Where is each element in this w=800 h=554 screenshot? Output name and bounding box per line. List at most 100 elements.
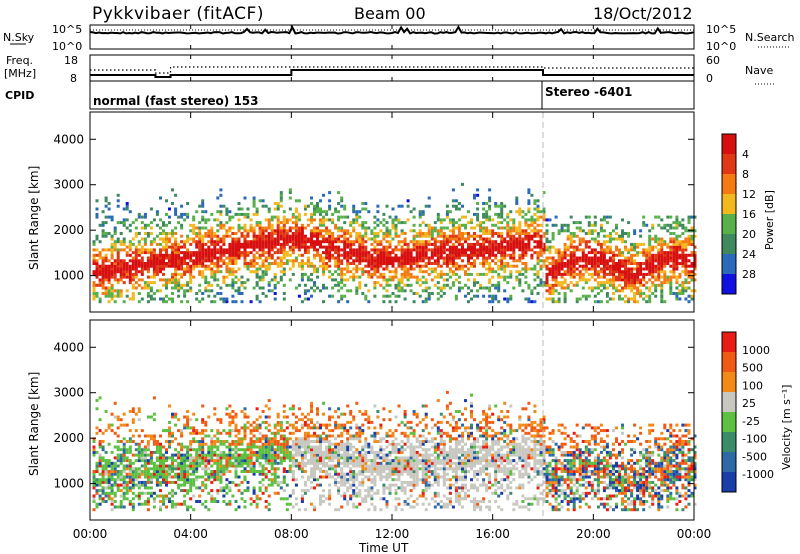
heatmap-cell [110, 486, 114, 490]
heatmap-cell [261, 251, 265, 255]
heatmap-cell [297, 442, 301, 446]
heatmap-cell [672, 240, 676, 244]
heatmap-cell [107, 478, 111, 482]
heatmap-cell [159, 248, 162, 252]
heatmap-cell [267, 240, 271, 244]
heatmap-cell [500, 251, 504, 255]
heatmap-cell [451, 270, 455, 274]
heatmap-cell [340, 196, 344, 200]
heatmap-cell [373, 251, 377, 255]
heatmap-cell [533, 300, 537, 304]
heatmap-cell [222, 248, 226, 252]
heatmap-cell [551, 297, 555, 301]
heatmap-cell [430, 270, 434, 274]
heatmap-cell [300, 267, 304, 271]
heatmap-cell [648, 248, 652, 252]
heatmap-cell [149, 221, 153, 225]
heatmap-cell [325, 248, 329, 252]
heatmap-cell [101, 286, 105, 290]
heatmap-cell [415, 253, 419, 257]
heatmap-cell [285, 251, 289, 255]
heatmap-cell [255, 245, 259, 249]
heatmap-cell [310, 278, 313, 282]
heatmap-cell [593, 223, 597, 227]
heatmap-cell [306, 478, 310, 482]
heatmap-cell [687, 300, 691, 304]
heatmap-cell [663, 270, 667, 274]
heatmap-cell [439, 275, 443, 279]
heatmap-cell [273, 259, 277, 263]
heatmap-cell [539, 210, 543, 214]
heatmap-cell [276, 450, 280, 454]
heatmap-cell [237, 286, 241, 290]
heatmap-cell [596, 242, 600, 246]
heatmap-cell [210, 248, 214, 252]
heatmap-cell [255, 470, 259, 473]
heatmap-cell [110, 502, 114, 506]
heatmap-cell [400, 248, 404, 252]
heatmap-cell [409, 240, 413, 244]
heatmap-cell [128, 461, 132, 465]
heatmap-cell [439, 264, 443, 268]
heatmap-cell [276, 412, 280, 416]
heatmap-cell [415, 248, 419, 252]
heatmap-cell [180, 502, 184, 506]
heatmap-cell [240, 207, 244, 211]
heatmap-cell [322, 272, 325, 276]
heatmap-cell [273, 491, 277, 495]
heatmap-cell [267, 459, 271, 463]
heatmap-cell [134, 264, 138, 268]
heatmap-cell [651, 248, 655, 252]
heatmap-cell [300, 223, 304, 227]
heatmap-cell [506, 215, 510, 219]
heatmap-cell [258, 464, 262, 468]
heatmap-cell [234, 300, 238, 304]
heatmap-cell [240, 242, 244, 246]
heatmap-cell [95, 467, 99, 471]
heatmap-cell [119, 292, 123, 295]
heatmap-cell [442, 248, 446, 252]
heatmap-cell [584, 267, 588, 271]
heatmap-cell [110, 245, 114, 249]
heatmap-cell [328, 218, 332, 222]
heatmap-cell [497, 242, 501, 246]
heatmap-cell [672, 232, 676, 235]
heatmap-cell [621, 278, 624, 282]
heatmap-cell [403, 270, 407, 274]
heatmap-cell [412, 242, 416, 246]
heatmap-cell [557, 267, 561, 271]
heatmap-cell [530, 193, 534, 197]
heatmap-cell [261, 292, 265, 295]
heatmap-cell [122, 262, 126, 265]
heatmap-cell [599, 251, 603, 255]
heatmap-cell [222, 278, 226, 282]
heatmap-cell [313, 226, 316, 230]
heatmap-cell [128, 478, 132, 482]
heatmap-cell [216, 418, 220, 422]
heatmap-cell [146, 486, 150, 490]
heatmap-cell [297, 461, 301, 465]
heatmap-cell [237, 475, 241, 479]
heatmap-cell [152, 281, 156, 285]
heatmap-cell [240, 275, 244, 279]
heatmap-cell [618, 251, 621, 255]
heatmap-cell [119, 423, 123, 427]
heatmap-cell [174, 275, 178, 279]
heatmap-cell [282, 453, 286, 457]
heatmap-cell [104, 480, 108, 484]
heatmap-cell [198, 475, 202, 479]
heatmap-cell [228, 459, 232, 463]
heatmap-cell [430, 278, 434, 282]
heatmap-cell [273, 423, 277, 427]
heatmap-cell [240, 470, 244, 473]
heatmap-cell [149, 240, 153, 244]
heatmap-cell [503, 218, 507, 222]
heatmap-cell [246, 426, 250, 430]
heatmap-cell [219, 204, 223, 208]
heatmap-cell [337, 234, 341, 238]
heatmap-cell [155, 470, 159, 473]
heatmap-cell [675, 256, 679, 260]
heatmap-cell [358, 251, 362, 255]
heatmap-cell [500, 210, 504, 214]
heatmap-cell [548, 248, 552, 252]
